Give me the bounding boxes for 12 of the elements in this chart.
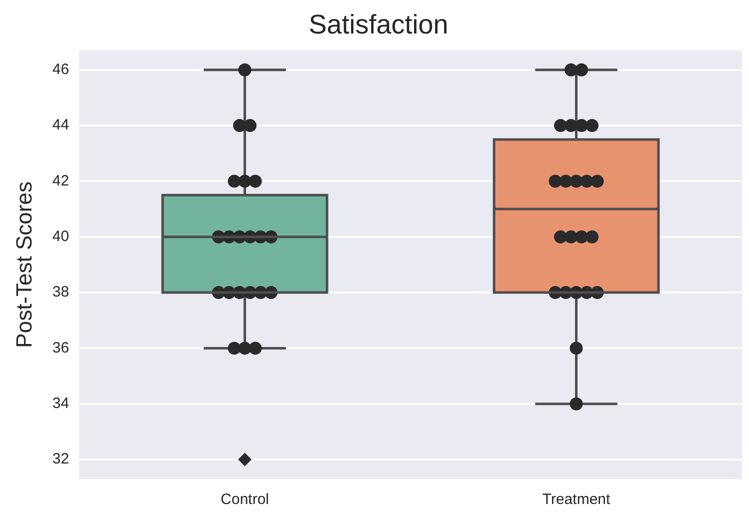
y-tick-label: 36	[52, 339, 70, 356]
y-tick-label: 42	[52, 172, 70, 190]
x-tick-label: Treatment	[542, 491, 611, 508]
y-tick-label: 34	[52, 394, 70, 412]
x-tick-label: Control	[220, 491, 269, 508]
y-tick-label: 46	[52, 61, 70, 78]
y-tick-label: 38	[52, 284, 70, 301]
chart-title: Satisfaction	[308, 10, 448, 40]
y-tick-label: 32	[52, 450, 70, 468]
y-axis-title: Post-Test Scores	[11, 182, 36, 348]
y-tick-label: 44	[52, 116, 70, 134]
y-tick-label: 40	[52, 228, 70, 246]
